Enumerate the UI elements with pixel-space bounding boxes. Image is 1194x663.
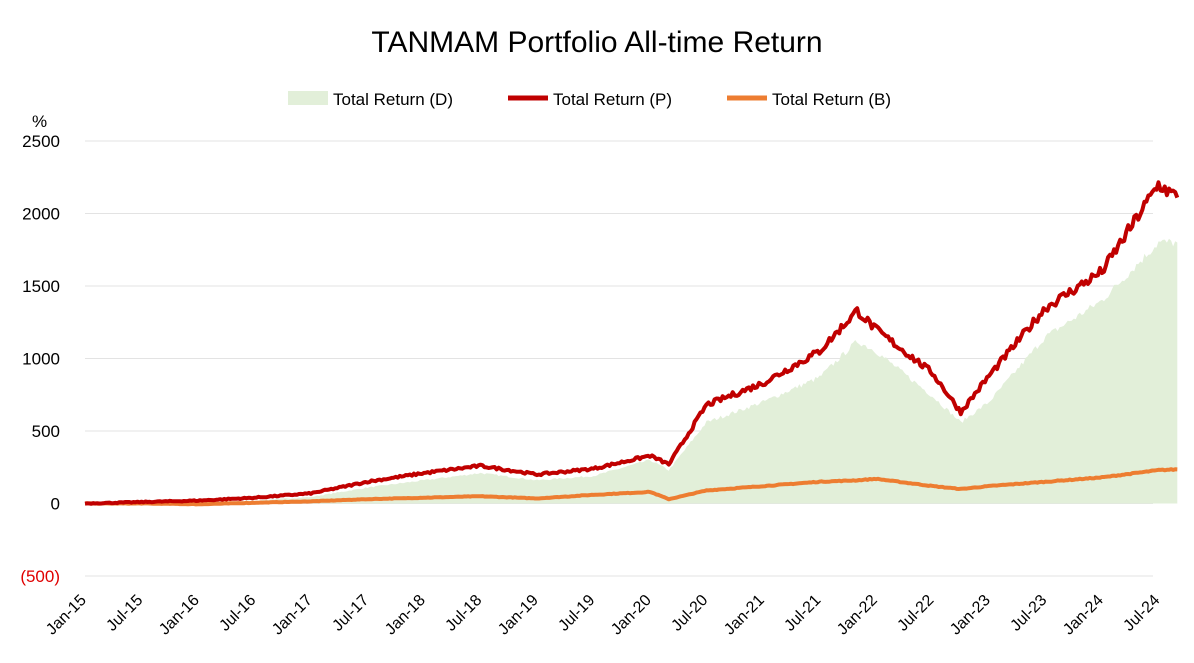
x-tick-label: Jul-20 [668, 592, 711, 635]
gridlines [85, 140, 1153, 577]
x-tick-label: Jul-22 [894, 592, 937, 635]
x-tick-label: Jan-24 [1060, 592, 1107, 639]
x-tick-label: Jul-23 [1007, 592, 1050, 635]
x-tick-label: Jul-15 [103, 592, 146, 635]
x-tick-label: Jan-19 [495, 592, 542, 639]
x-tick-label: Jan-23 [947, 592, 994, 639]
x-tick-label: Jan-17 [269, 592, 316, 639]
y-tick-label: 1500 [22, 277, 60, 296]
series-line-total-return-p [84, 180, 1180, 506]
chart-title: TANMAM Portfolio All-time Return [371, 26, 822, 59]
y-axis-ticks: 2500 2000 1500 1000 500 0 (500) [20, 132, 60, 586]
line-series [84, 180, 1180, 507]
y-unit-label: % [32, 112, 47, 131]
x-tick-label: Jul-18 [442, 592, 485, 635]
x-tick-label: Jan-21 [721, 592, 768, 639]
legend-label-b: Total Return (B) [772, 90, 891, 109]
y-tick-label: 500 [32, 422, 60, 441]
legend-label-p: Total Return (P) [553, 90, 672, 109]
x-tick-label: Jan-22 [834, 592, 881, 639]
series-area-total-return-d [85, 238, 1178, 504]
y-tick-label: 1000 [22, 350, 60, 369]
x-tick-label: Jan-16 [156, 592, 203, 639]
y-tick-label: 2500 [22, 132, 60, 151]
x-tick-label: Jan-18 [382, 592, 429, 639]
y-tick-label: 2000 [22, 205, 60, 224]
x-axis-ticks: Jan-15 Jul-15 Jan-16 Jul-16 Jan-17 Jul-17 Jan-… [43, 592, 1163, 639]
x-tick-label: Jul-21 [781, 592, 824, 635]
y-tick-label: 0 [51, 495, 60, 514]
legend: Total Return (D) Total Return (P) Total … [288, 90, 891, 109]
x-tick-label: Jul-19 [555, 592, 598, 635]
legend-swatch-d [288, 91, 328, 105]
x-tick-label: Jul-16 [216, 592, 259, 635]
legend-label-d: Total Return (D) [333, 90, 453, 109]
y-tick-label: (500) [20, 567, 60, 586]
x-tick-label: Jan-15 [43, 592, 90, 639]
x-tick-label: Jul-24 [1120, 592, 1163, 635]
series-line-total-return-b [84, 467, 1178, 507]
x-tick-label: Jul-17 [329, 592, 372, 635]
area-series [85, 238, 1178, 504]
x-tick-label: Jan-20 [608, 592, 655, 639]
